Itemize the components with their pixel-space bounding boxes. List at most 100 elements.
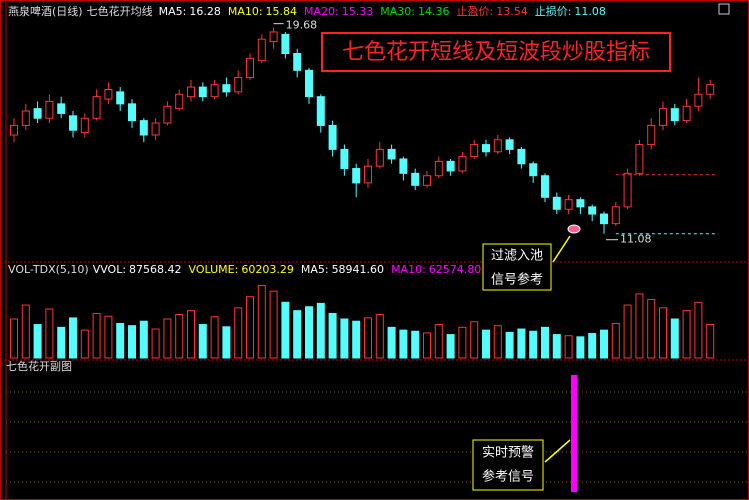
- candle-body: [446, 160, 455, 172]
- volume-bar: [45, 308, 54, 359]
- candle-body: [482, 144, 490, 153]
- banner-text: 七色花开短线及短波段炒股指标: [342, 40, 650, 65]
- candle-body: [222, 84, 231, 93]
- candle-body: [588, 206, 597, 215]
- candle-body: [269, 31, 278, 43]
- volume-bar: [257, 285, 266, 359]
- volume-bar: [387, 326, 396, 359]
- candle-body: [257, 38, 266, 62]
- candle-body: [246, 57, 254, 78]
- volume-bar: [375, 314, 384, 359]
- candle-body: [387, 148, 396, 160]
- volume-bar: [352, 320, 361, 359]
- volume-bar: [446, 334, 455, 359]
- candle-body: [505, 139, 514, 150]
- candle-body: [21, 110, 30, 126]
- volume-bar: [104, 315, 113, 359]
- volume-bar: [623, 304, 632, 359]
- candle-body: [670, 108, 679, 122]
- candle-body: [92, 96, 101, 119]
- candle-body: [541, 175, 549, 198]
- legend-name: VVOL:: [93, 263, 126, 276]
- signal-note: 过滤入池: [491, 249, 543, 264]
- volume-bar: [246, 296, 254, 359]
- volume-bar: [151, 328, 160, 359]
- candle-body: [198, 86, 207, 98]
- candle-body: [210, 84, 219, 98]
- legend-entry: MA10: 62574.80: [391, 263, 481, 276]
- legend-entry: MA20: 15.33: [304, 5, 373, 18]
- signal-marker: [567, 224, 581, 234]
- volume-bar: [694, 301, 703, 359]
- volume-bar: [21, 304, 30, 359]
- volume-bar: [411, 330, 420, 359]
- volume-bar: [33, 324, 42, 359]
- legend-value: 58941.60: [332, 263, 385, 276]
- candle-body: [659, 108, 667, 126]
- candle-body: [552, 196, 561, 210]
- legend-name: 止盈价:: [456, 5, 493, 18]
- signal-note: 信号参考: [491, 272, 543, 288]
- candle-body: [69, 115, 77, 131]
- volume-bar: [210, 316, 219, 359]
- candle-body: [576, 199, 585, 208]
- volume-bar: [234, 307, 243, 359]
- volume-bar: [434, 324, 443, 359]
- volume-bar: [458, 326, 467, 359]
- high-label: 19.68: [286, 19, 318, 32]
- window-button[interactable]: [718, 3, 730, 15]
- candle-body: [328, 124, 337, 150]
- candle-body: [600, 213, 608, 225]
- legend-entry: 止盈价: 13.54: [456, 5, 527, 18]
- volume-bar: [470, 321, 479, 359]
- volume-bar: [611, 322, 620, 359]
- candle-body: [375, 148, 384, 167]
- volume-bar: [399, 329, 408, 359]
- candle-body: [423, 175, 431, 186]
- candle-body: [694, 93, 703, 107]
- legend-value: 15.33: [342, 5, 374, 18]
- volume-bar: [576, 336, 585, 359]
- volume-bar: [600, 329, 608, 359]
- legend-entry: MA5: 58941.60: [301, 263, 384, 276]
- volume-bar: [529, 330, 538, 359]
- volume-bar: [682, 310, 691, 359]
- volume-bar: [541, 326, 549, 359]
- volume-bar: [175, 314, 184, 359]
- legend-value: 60203.29: [241, 263, 294, 276]
- candle-body: [175, 93, 184, 110]
- volume-bar: [340, 318, 349, 359]
- candle-body: [411, 172, 420, 186]
- volume-bar: [706, 323, 715, 359]
- legend-name: MA5:: [159, 5, 187, 18]
- volume-bar: [647, 299, 656, 359]
- candle-body: [281, 33, 290, 55]
- volume-bar: [552, 334, 561, 359]
- volume-bar: [423, 332, 431, 359]
- volume-bar: [670, 318, 679, 359]
- candle-body: [57, 103, 66, 114]
- candle-body: [635, 144, 644, 174]
- volume-bar: [505, 331, 514, 359]
- candle-body: [45, 100, 54, 119]
- candle-body: [139, 120, 148, 136]
- legend-entry: MA30: 14.36: [380, 5, 449, 18]
- legend-value: 14.36: [418, 5, 450, 18]
- signal-box: [482, 243, 552, 291]
- candle-body: [399, 158, 408, 174]
- volume-bar: [364, 317, 372, 359]
- volume-bar: [482, 329, 490, 359]
- candle-body: [80, 117, 89, 134]
- legend-name: 止损价:: [535, 4, 572, 18]
- volume-bar: [293, 310, 302, 359]
- volume-bar: [92, 312, 101, 359]
- volume-bar: [10, 318, 18, 359]
- candle-body: [305, 69, 313, 98]
- volume-bar: [57, 326, 66, 359]
- volume-bar: [635, 293, 644, 359]
- candle-body: [470, 144, 479, 158]
- indicator-name: 七色花开均线: [87, 4, 153, 18]
- volume-bar: [222, 326, 231, 359]
- volume-bar: [139, 320, 148, 359]
